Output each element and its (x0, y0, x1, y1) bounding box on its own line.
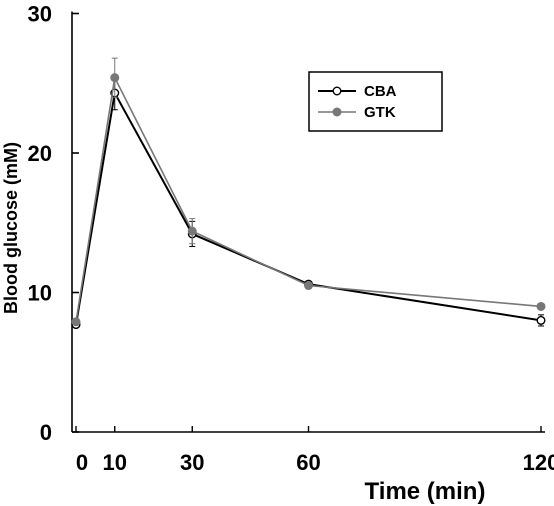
data-point (536, 301, 546, 311)
x-tick-label: 60 (296, 450, 320, 475)
legend-box (308, 71, 443, 132)
legend-label: CBA (364, 83, 397, 100)
legend-item-cba: CBA (318, 83, 397, 100)
y-tick-label: 10 (28, 281, 52, 306)
data-point (536, 315, 546, 325)
y-axis-title: Blood glucose (mM) (1, 142, 21, 314)
legend-item-gtk: GTK (318, 104, 396, 121)
data-point (110, 73, 120, 83)
y-axis-ticks: 0 10 20 30 (28, 2, 79, 445)
x-axis-title: Time (min) (365, 478, 486, 505)
series-gtk (71, 57, 546, 327)
legend-label: GTK (364, 104, 396, 121)
y-tick-label: 30 (28, 2, 52, 27)
x-tick-label: 30 (180, 450, 204, 475)
legend-marker (332, 86, 342, 96)
x-tick-label: 0 (76, 450, 88, 475)
legend-marker (332, 107, 342, 117)
x-axis-ticks: 0 10 30 60 120 (75, 426, 554, 475)
legend: CBA GTK (308, 71, 443, 132)
x-tick-label: 120 (523, 450, 554, 475)
data-point (71, 317, 81, 327)
x-tick-label: 10 (103, 450, 127, 475)
data-point (304, 281, 314, 291)
y-tick-label: 20 (28, 141, 52, 166)
data-point (187, 226, 197, 236)
series-layer (71, 57, 546, 330)
y-tick-label: 0 (40, 420, 52, 445)
